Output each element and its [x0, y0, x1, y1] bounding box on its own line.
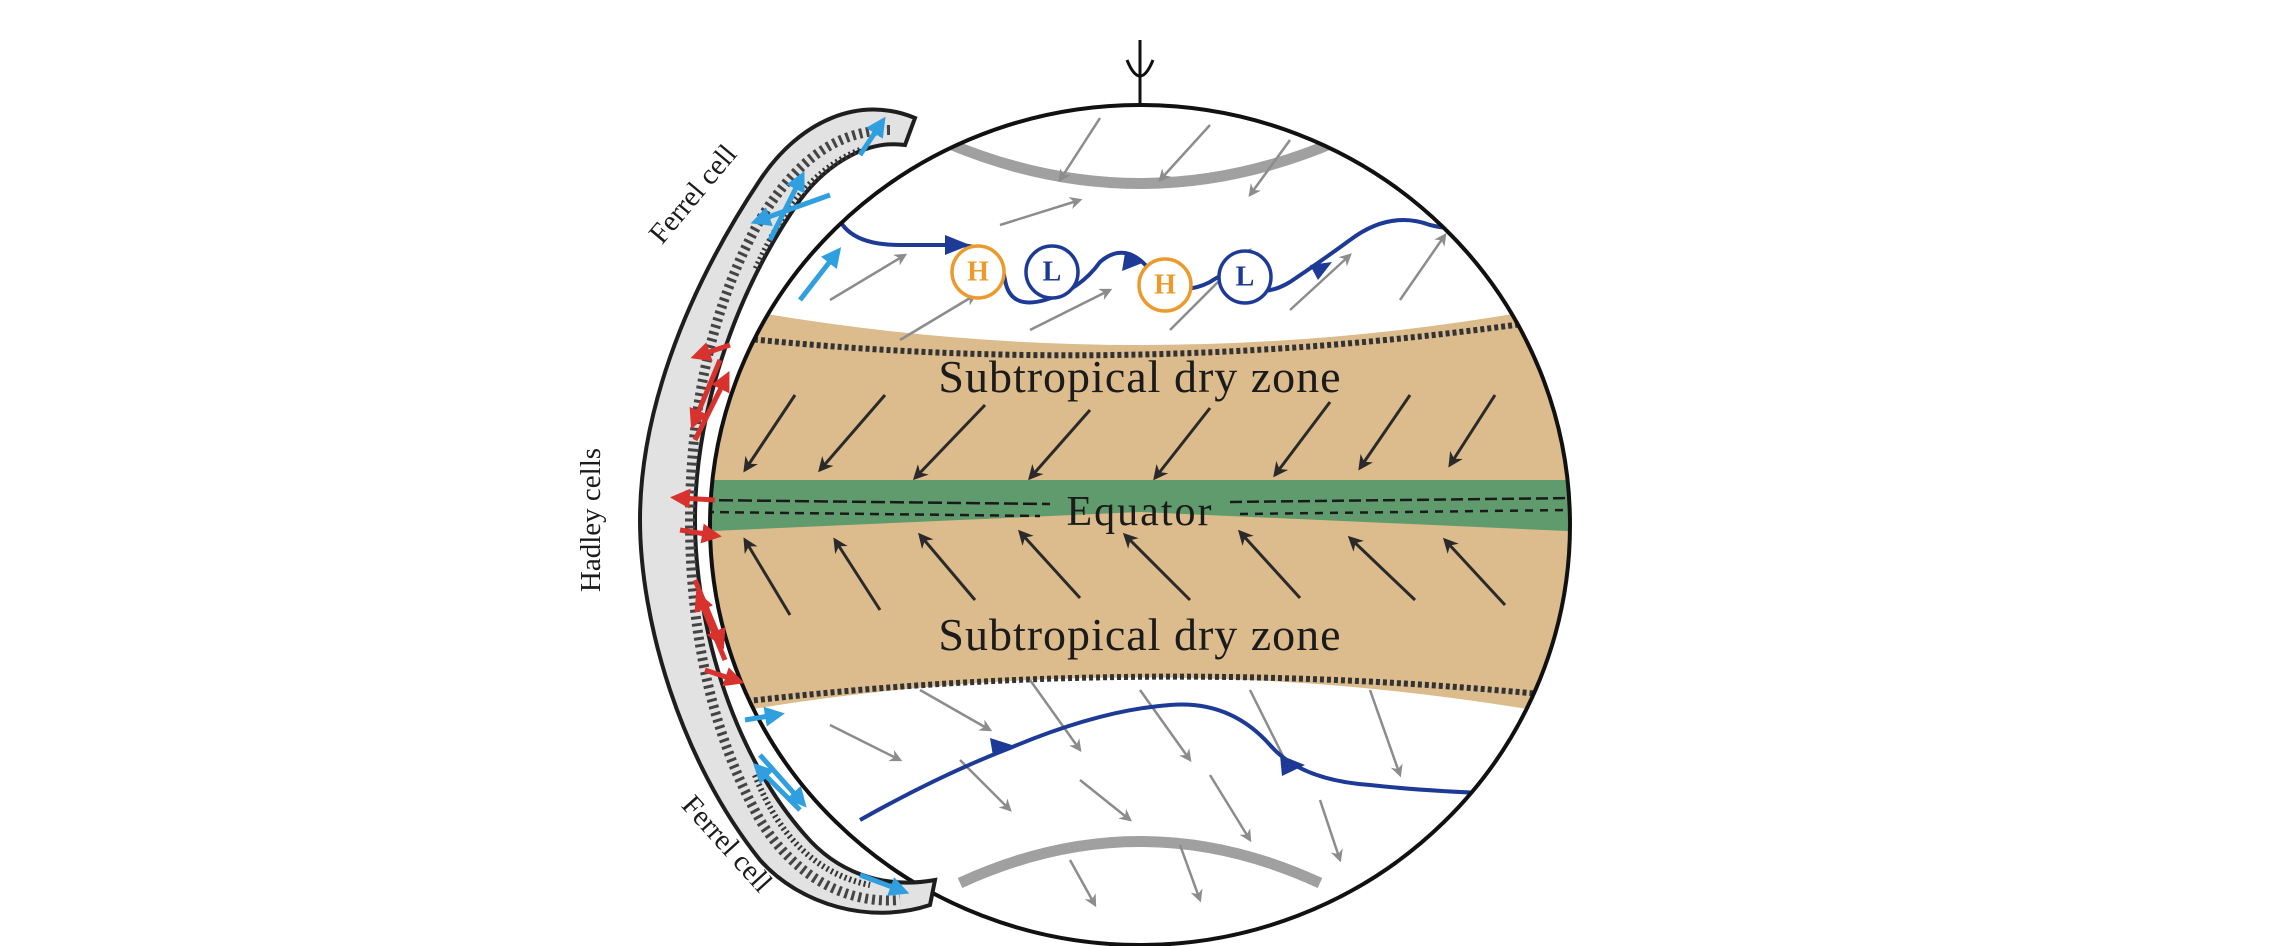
- hadley-cells-label: Hadley cells: [575, 448, 607, 592]
- polar-easterlies-south: [1068, 844, 1203, 908]
- low-pressure-2: [1217, 249, 1273, 305]
- equator-band: [710, 480, 1570, 532]
- south-polar-arc: [957, 836, 1323, 888]
- subtropical-dry-zone-south-label: Subtropical dry zone: [938, 609, 1341, 660]
- hadley-cell-arrows: [670, 342, 745, 687]
- high-pressure-2: [1137, 257, 1193, 313]
- circulation-crescent: [637, 107, 938, 915]
- north-polar-arc: [942, 136, 1338, 189]
- south-dry-boundary: [739, 673, 1551, 705]
- ferrel-cell-arrows: [744, 116, 910, 896]
- equator-label: Equator: [1067, 489, 1214, 535]
- jet-stream-arrowheads: [945, 235, 1332, 776]
- trade-wind-arrows-north: [743, 394, 1497, 481]
- high-pressure-2-label: H: [1154, 270, 1176, 301]
- high-pressure-1: [950, 244, 1006, 300]
- equator-hatching: [710, 496, 1570, 518]
- jet-stream-south: [859, 702, 1570, 822]
- pressure-systems: H L H L: [950, 244, 1273, 313]
- trade-wind-arrows-south: [743, 529, 1507, 616]
- low-pressure-1: [1024, 244, 1080, 300]
- high-pressure-1-label: H: [967, 257, 989, 288]
- polar-easterlies-north: [1058, 117, 1292, 198]
- north-dry-boundary: [739, 317, 1551, 359]
- low-pressure-1-label: L: [1043, 257, 1062, 288]
- low-pressure-2-label: L: [1236, 262, 1255, 293]
- subtropical-dry-zone-north-label: Subtropical dry zone: [938, 351, 1341, 402]
